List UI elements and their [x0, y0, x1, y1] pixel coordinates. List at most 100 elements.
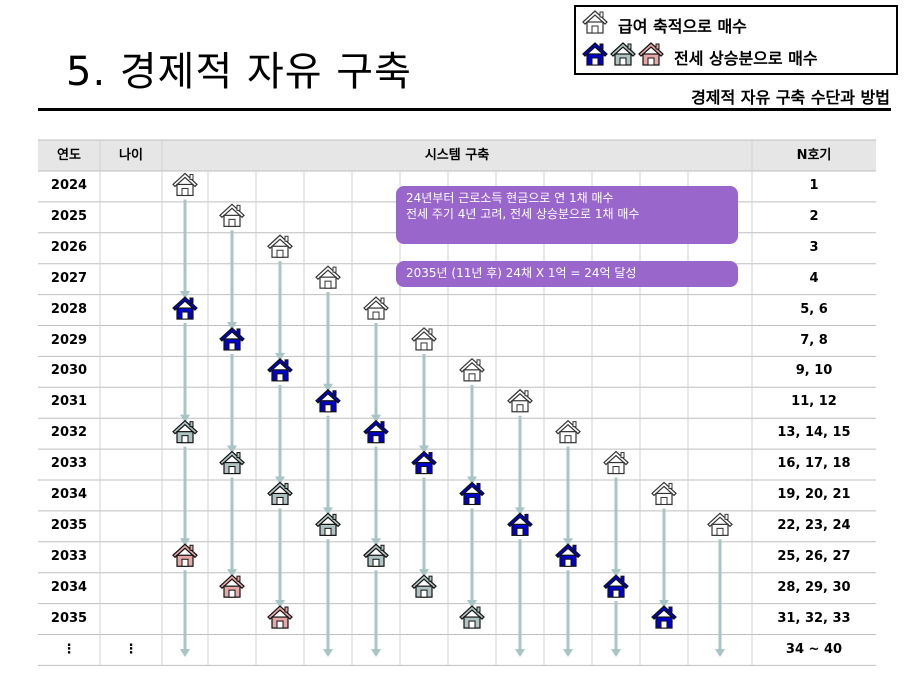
timeline-arrow-head	[611, 569, 621, 578]
pink-house-icon	[219, 574, 245, 598]
row-year: 2031	[50, 394, 88, 410]
row-year: 2029	[50, 332, 88, 348]
blue-house-icon	[363, 419, 389, 444]
white-house-icon	[603, 450, 629, 475]
row-count: 34 ~ 40	[785, 641, 843, 657]
header-year: 연도	[57, 148, 81, 163]
gray-house-icon	[610, 42, 638, 72]
timeline-arrow-head	[611, 648, 621, 657]
title-divider	[38, 108, 891, 111]
row-count: 25, 26, 27	[777, 548, 851, 564]
white-house-icon	[651, 481, 677, 506]
row-count: 13, 14, 15	[777, 425, 851, 441]
timeline-arrow-head	[227, 569, 237, 578]
gray-house-icon	[459, 605, 485, 629]
timeline-arrow-head	[180, 648, 190, 657]
row-year: 2033	[50, 456, 88, 472]
row-count: 31, 32, 33	[777, 610, 851, 626]
blue-house-icon	[507, 512, 533, 536]
row-year: 2034	[50, 487, 88, 502]
gray-house-icon	[219, 450, 245, 475]
timeline-arrow-head	[371, 414, 381, 423]
timeline-arrow-head	[467, 600, 477, 609]
row-year: 2025	[50, 208, 88, 224]
blue-house-icon	[219, 327, 245, 351]
gray-house-icon	[172, 419, 198, 444]
timeline-arrow-head	[659, 600, 669, 609]
timeline-arrow-head	[227, 321, 237, 330]
timeline-arrow-head	[419, 445, 429, 454]
row-year: ⋮	[62, 641, 76, 657]
timeline-arrow-head	[371, 538, 381, 547]
header-background	[38, 140, 876, 171]
blue-house-icon	[411, 450, 437, 475]
row-year: 2026	[50, 239, 88, 255]
row-year: 2033	[50, 548, 88, 564]
white-house-icon	[172, 172, 198, 197]
blue-house-icon	[315, 388, 341, 413]
white-house-icon	[267, 234, 293, 258]
timeline-arrow-head	[323, 507, 333, 516]
row-count: 5, 6	[800, 301, 828, 317]
timeline-arrow-head	[563, 648, 573, 657]
row-count: 3	[809, 239, 819, 255]
row-count: 19, 20, 21	[777, 487, 851, 502]
white-house-icon	[459, 358, 485, 382]
timeline-arrow-head	[180, 291, 190, 300]
blue-house-icon	[459, 481, 485, 506]
row-count: 22, 23, 24	[777, 517, 851, 533]
timeline-arrow-head	[467, 476, 477, 485]
page-subtitle: 경제적 자유 구축 수단과 방법	[691, 88, 890, 107]
gray-house-icon	[411, 574, 437, 598]
row-count: 11, 12	[791, 394, 837, 410]
row-year: 2024	[50, 178, 88, 193]
blue-house-icon	[603, 574, 629, 598]
row-year: 2035	[50, 517, 88, 533]
white-house-icon	[411, 327, 437, 351]
row-count: 16, 17, 18	[777, 456, 851, 472]
timeline-arrow-head	[275, 476, 285, 485]
blue-house-icon	[555, 543, 581, 567]
row-count: 4	[809, 270, 819, 286]
row-count: 1	[809, 178, 819, 193]
white-house-icon	[707, 512, 733, 536]
gray-house-icon	[363, 543, 389, 567]
pink-house-icon	[638, 42, 666, 72]
note-line-1: 24년부터 근로소득 현금으로 연 1채 매수	[406, 191, 614, 205]
timeline-arrow-head	[419, 569, 429, 578]
note-line-2: 전세 주기 4년 고려, 전세 상승분으로 1채 매수	[406, 207, 640, 221]
pink-house-icon	[172, 543, 198, 567]
timeline-arrow-head	[323, 383, 333, 392]
blue-house-icon	[651, 605, 677, 629]
header-age: 나이	[119, 148, 143, 163]
timeline-arrow-head	[180, 538, 190, 547]
legend-box: 급여 축적으로 매수 전세 상승분으로 매수	[574, 5, 898, 75]
white-house-icon	[582, 10, 610, 40]
timeline-arrow-head	[323, 648, 333, 657]
row-year: 2027	[50, 270, 88, 286]
gray-house-icon	[315, 512, 341, 536]
timeline-arrow-head	[227, 445, 237, 454]
pink-house-icon	[267, 605, 293, 629]
note-goal-text: 2035년 (11년 후) 24채 X 1억 = 24억 달성	[406, 266, 637, 280]
row-count: 9, 10	[795, 363, 833, 379]
timeline-arrow-head	[563, 538, 573, 547]
blue-house-icon	[582, 42, 610, 72]
legend-salary-label: 급여 축적으로 매수	[618, 17, 747, 36]
header-system: 시스템 구축	[424, 148, 490, 163]
white-house-icon	[555, 419, 581, 444]
note-annual-purchase: 24년부터 근로소득 현금으로 연 1채 매수 전세 주기 4년 고려, 전세 …	[396, 186, 738, 244]
row-year: 2028	[50, 301, 88, 317]
blue-house-icon	[172, 296, 198, 320]
timeline-arrow-head	[515, 507, 525, 516]
blue-house-icon	[267, 358, 293, 382]
white-house-icon	[315, 265, 341, 289]
note-goal: 2035년 (11년 후) 24채 X 1억 = 24억 달성	[396, 261, 738, 287]
timeline-arrow-head	[515, 648, 525, 657]
row-year: 2035	[50, 610, 88, 626]
timeline-arrow-head	[715, 648, 725, 657]
legend-jeonse: 전세 상승분으로 매수	[582, 42, 818, 72]
legend-jeonse-label: 전세 상승분으로 매수	[674, 49, 818, 68]
row-count: 2	[809, 208, 819, 224]
